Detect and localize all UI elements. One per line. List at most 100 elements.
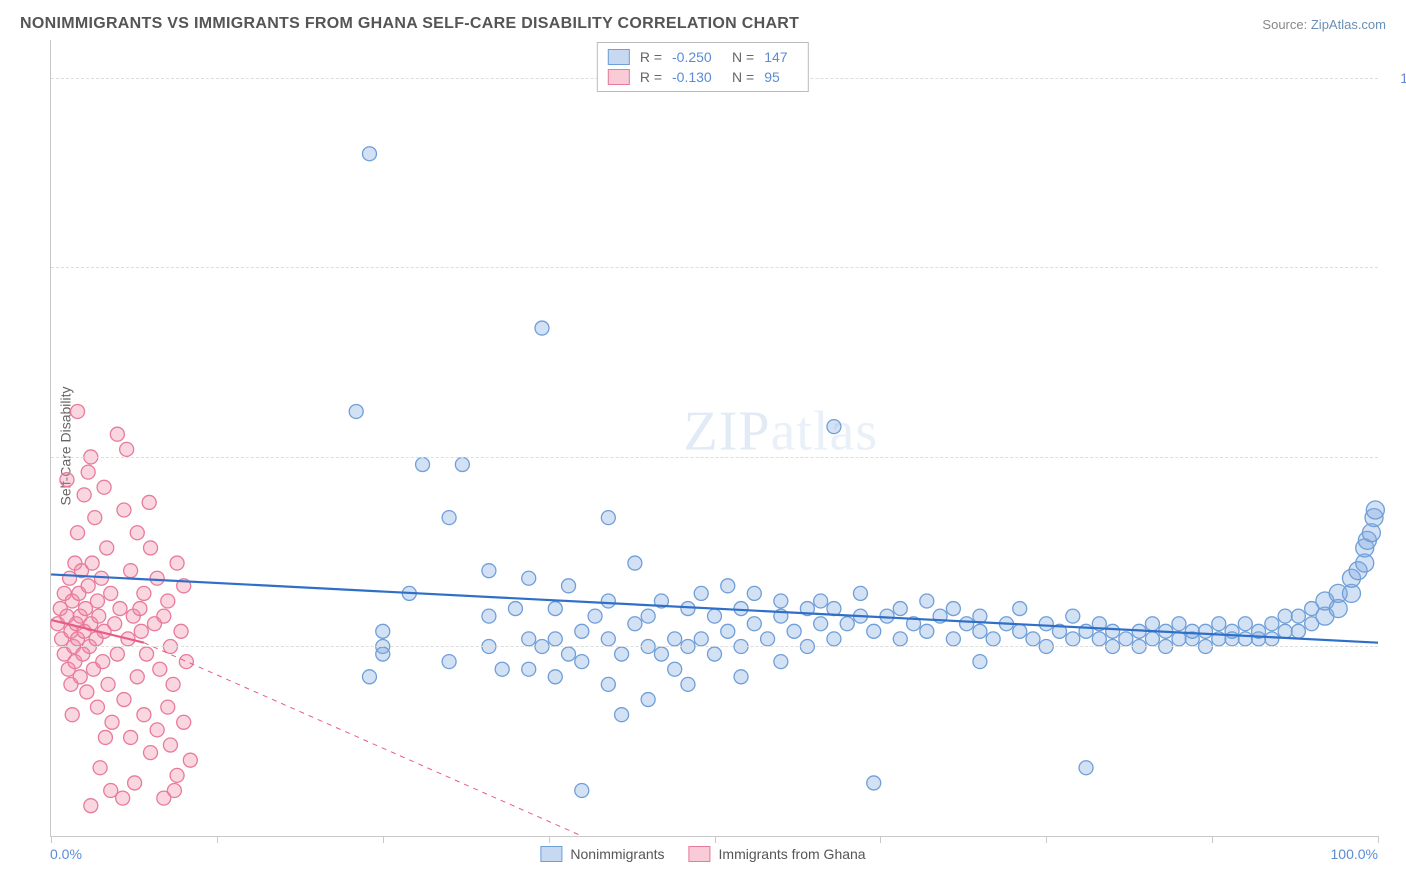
nonimmigrants-point [1291, 624, 1305, 638]
gridline [51, 267, 1378, 268]
scatter-svg [51, 40, 1378, 836]
immigrants-point [134, 624, 148, 638]
nonimmigrants-point [628, 556, 642, 570]
nonimmigrants-point [1172, 632, 1186, 646]
immigrants-point [80, 685, 94, 699]
nonimmigrants-point [734, 602, 748, 616]
immigrants-point [71, 404, 85, 418]
nonimmigrants-point [1265, 617, 1279, 631]
nonimmigrants-point [535, 321, 549, 335]
nonimmigrants-point [1066, 632, 1080, 646]
nonimmigrants-point [1278, 624, 1292, 638]
r-label: R = [640, 49, 662, 65]
source-value: ZipAtlas.com [1311, 17, 1386, 32]
nonimmigrants-point [708, 647, 722, 661]
immigrants-point [88, 511, 102, 525]
nonimmigrants-point [827, 632, 841, 646]
nonimmigrants-point [1013, 602, 1027, 616]
immigrants-point [142, 495, 156, 509]
n-label: N = [732, 69, 754, 85]
nonimmigrants-point [1265, 632, 1279, 646]
nonimmigrants-point [628, 617, 642, 631]
nonimmigrants-point [787, 624, 801, 638]
immigrants-point [124, 730, 138, 744]
x-tick [1378, 836, 1379, 843]
nonimmigrants-point [654, 647, 668, 661]
immigrants-point [84, 799, 98, 813]
immigrants-point [108, 617, 122, 631]
legend-swatch [689, 846, 711, 862]
immigrants-point [77, 488, 91, 502]
nonimmigrants-point [827, 420, 841, 434]
immigrants-point [170, 556, 184, 570]
nonimmigrants-point [1238, 632, 1252, 646]
nonimmigrants-point [575, 655, 589, 669]
nonimmigrants-point [774, 594, 788, 608]
plot-area: ZIPatlas 2.5%5.0%7.5%10.0% [50, 40, 1378, 837]
legend-swatch [540, 846, 562, 862]
x-axis-min-label: 0.0% [50, 846, 82, 862]
nonimmigrants-point [946, 602, 960, 616]
immigrants-point [133, 602, 147, 616]
n-value: 95 [764, 69, 798, 85]
immigrants-point [183, 753, 197, 767]
nonimmigrants-point [1291, 609, 1305, 623]
nonimmigrants-point [548, 602, 562, 616]
nonimmigrants-point [1026, 632, 1040, 646]
immigrants-point [166, 677, 180, 691]
nonimmigrants-point [1366, 501, 1384, 519]
legend-swatch [608, 49, 630, 65]
immigrants-point [167, 784, 181, 798]
nonimmigrants-point [376, 647, 390, 661]
legend-item: Immigrants from Ghana [689, 846, 866, 862]
immigrants-point [163, 738, 177, 752]
nonimmigrants-point [522, 571, 536, 585]
immigrants-point [150, 571, 164, 585]
x-tick [1212, 836, 1213, 843]
nonimmigrants-point [893, 632, 907, 646]
nonimmigrants-point [973, 655, 987, 669]
nonimmigrants-point [1013, 624, 1027, 638]
y-tick-label: 10.0% [1400, 70, 1406, 86]
immigrants-point [71, 526, 85, 540]
immigrants-point [117, 503, 131, 517]
nonimmigrants-point [548, 670, 562, 684]
immigrants-point [177, 715, 191, 729]
x-axis-max-label: 100.0% [1331, 846, 1378, 862]
gridline [51, 457, 1378, 458]
nonimmigrants-point [601, 594, 615, 608]
immigrants-trend-line-dashed [144, 643, 582, 836]
nonimmigrants-point [522, 632, 536, 646]
immigrants-point [174, 624, 188, 638]
nonimmigrants-point [721, 624, 735, 638]
immigrants-point [101, 677, 115, 691]
immigrants-point [140, 647, 154, 661]
nonimmigrants-point [641, 609, 655, 623]
immigrants-point [97, 480, 111, 494]
nonimmigrants-point [814, 617, 828, 631]
x-tick [51, 836, 52, 843]
immigrants-point [110, 647, 124, 661]
nonimmigrants-point [920, 624, 934, 638]
nonimmigrants-point [814, 594, 828, 608]
nonimmigrants-point [442, 655, 456, 669]
immigrants-point [117, 693, 131, 707]
immigrants-point [157, 609, 171, 623]
nonimmigrants-point [508, 602, 522, 616]
immigrants-point [128, 776, 142, 790]
nonimmigrants-point [522, 662, 536, 676]
nonimmigrants-point [615, 708, 629, 722]
nonimmigrants-point [986, 632, 1000, 646]
nonimmigrants-point [946, 632, 960, 646]
nonimmigrants-point [774, 655, 788, 669]
nonimmigrants-point [721, 579, 735, 593]
nonimmigrants-point [362, 147, 376, 161]
immigrants-point [161, 700, 175, 714]
nonimmigrants-point [1066, 609, 1080, 623]
nonimmigrants-point [416, 458, 430, 472]
nonimmigrants-point [1145, 632, 1159, 646]
immigrants-point [137, 708, 151, 722]
r-value: -0.130 [672, 69, 722, 85]
nonimmigrants-point [867, 776, 881, 790]
nonimmigrants-point [694, 586, 708, 600]
